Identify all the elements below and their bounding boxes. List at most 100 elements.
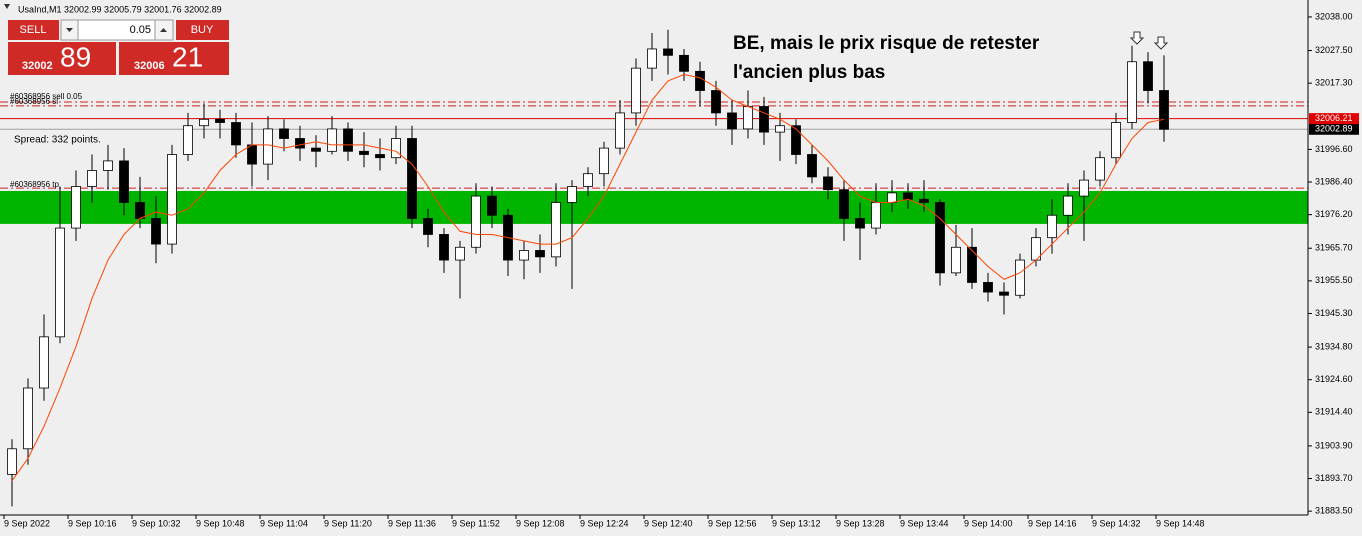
- y-tick-label: 31976.20: [1315, 209, 1353, 219]
- zone: [0, 190, 1308, 224]
- candle-body: [999, 291, 1009, 296]
- candle-body: [695, 70, 705, 91]
- candle-body: [487, 195, 497, 216]
- candle-body: [1047, 214, 1057, 239]
- y-tick-label: 31883.50: [1315, 506, 1353, 516]
- y-tick-label: 31945.30: [1315, 308, 1353, 318]
- candle-body: [455, 246, 465, 261]
- candle-body: [663, 48, 673, 56]
- candle-body: [551, 202, 561, 258]
- sell-label[interactable]: SELL: [20, 24, 47, 36]
- sell-price-main: 32002: [22, 60, 53, 72]
- candle-body: [391, 138, 401, 159]
- candle-body: [631, 67, 641, 114]
- x-tick-label: 9 Sep 14:32: [1092, 518, 1141, 528]
- candle-body: [951, 246, 961, 274]
- buy-price-main: 32006: [134, 60, 165, 72]
- x-tick-label: 9 Sep 12:24: [580, 518, 629, 528]
- candle-body: [311, 147, 321, 152]
- candle-body: [7, 448, 17, 475]
- x-tick-label: 9 Sep 10:32: [132, 518, 181, 528]
- y-tick-label: 31914.40: [1315, 407, 1353, 417]
- candle-body: [263, 128, 273, 165]
- x-tick-label: 9 Sep 11:52: [452, 518, 500, 528]
- candle-body: [759, 106, 769, 133]
- x-tick-label: 9 Sep 12:40: [644, 518, 693, 528]
- candle-body: [279, 128, 289, 139]
- ask-label-box: [1309, 113, 1359, 125]
- candle-body: [583, 173, 593, 187]
- x-tick-label: 9 Sep 11:36: [388, 518, 436, 528]
- y-tick-label: 31986.40: [1315, 176, 1353, 186]
- candle-body: [103, 160, 113, 171]
- x-tick-label: 9 Sep 12:56: [708, 518, 757, 528]
- x-tick-label: 9 Sep 2022: [4, 518, 50, 528]
- spread: Spread: 332 points.: [14, 135, 101, 146]
- candle-body: [887, 192, 897, 203]
- candle-body: [679, 54, 689, 72]
- buy-label[interactable]: BUY: [191, 24, 214, 36]
- candle-body: [727, 112, 737, 130]
- header: UsaInd,M1 32002.99 32005.79 32001.76 320…: [18, 4, 222, 14]
- buy-button[interactable]: [176, 20, 229, 40]
- candle-body: [519, 250, 529, 261]
- candle-body: [567, 186, 577, 203]
- buy-price-big: 21: [172, 41, 203, 72]
- x-tick-label: 9 Sep 10:16: [68, 518, 117, 528]
- ask-label: 32006.21: [1315, 113, 1353, 123]
- candle-body: [615, 112, 625, 149]
- x-tick-label: 9 Sep 13:12: [772, 518, 821, 528]
- trade-panel: SELL 0.05 BUY 32002 89 32006 21: [8, 19, 229, 75]
- arrow-icon: [1129, 31, 1145, 45]
- candle-body: [423, 218, 433, 235]
- candle-body: [199, 118, 209, 127]
- candle-body: [1143, 61, 1153, 91]
- x-tick-label: 9 Sep 11:04: [260, 518, 308, 528]
- candle-body: [791, 125, 801, 155]
- order-label: #60368956 tp: [10, 180, 59, 189]
- candle-body: [599, 147, 609, 175]
- candle-body: [167, 154, 177, 245]
- candle-body: [1111, 122, 1121, 159]
- candle-body: [71, 186, 81, 229]
- candle-body: [407, 138, 417, 219]
- candle-body: [743, 106, 753, 130]
- candle-body: [1063, 195, 1073, 216]
- candle-body: [87, 170, 97, 187]
- candle-body: [935, 202, 945, 274]
- candle-body: [215, 118, 225, 123]
- candle-body: [183, 125, 193, 155]
- y-tick-label: 31955.50: [1315, 275, 1353, 285]
- y-tick-label: 31934.80: [1315, 341, 1353, 351]
- volume[interactable]: 0.05: [130, 24, 151, 36]
- up-arrow: [160, 28, 167, 32]
- candle-body: [375, 154, 385, 159]
- buy-price-box[interactable]: [119, 42, 229, 75]
- x-tick-label: 9 Sep 14:16: [1028, 518, 1077, 528]
- candle-body: [471, 195, 481, 248]
- y-tick-label: 32038.00: [1315, 11, 1353, 21]
- candle-body: [135, 202, 145, 219]
- y-tick-label: 31996.60: [1315, 144, 1353, 154]
- candle-body: [903, 192, 913, 200]
- order-label: #60368956 sell 0.05: [10, 92, 83, 101]
- bid-label: 32002.89: [1315, 124, 1353, 134]
- y-tick-label: 31903.90: [1315, 440, 1353, 450]
- candle-body: [1127, 61, 1137, 123]
- candle-body: [439, 234, 449, 261]
- candle-body: [919, 198, 929, 203]
- candle-body: [1015, 259, 1025, 296]
- candle-body: [1159, 90, 1169, 130]
- x-tick-label: 9 Sep 10:48: [196, 518, 245, 528]
- sell-button[interactable]: [8, 20, 59, 40]
- x-tick-label: 9 Sep 13:44: [900, 518, 949, 528]
- candle-body: [1079, 179, 1089, 197]
- sell-price-box[interactable]: [8, 42, 116, 75]
- candle-body: [119, 160, 129, 203]
- moving-average: [11, 74, 1165, 482]
- candle-body: [55, 227, 65, 338]
- x-tick-label: 9 Sep 11:20: [324, 518, 372, 528]
- header-icon: [4, 4, 10, 9]
